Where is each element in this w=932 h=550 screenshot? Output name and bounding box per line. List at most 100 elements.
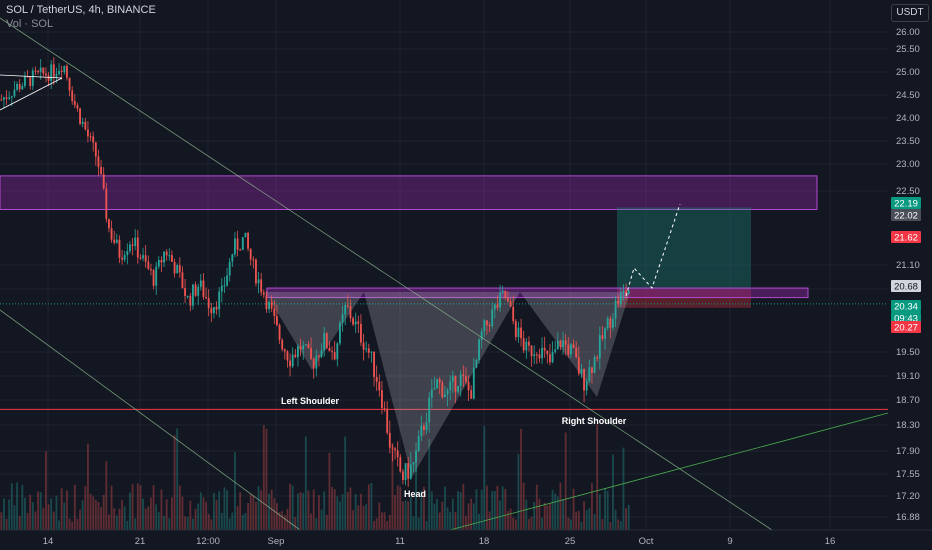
volume-bar [344, 436, 347, 530]
candle-body [546, 350, 549, 355]
candle-body [528, 341, 530, 346]
volume-bar [131, 484, 134, 530]
candle-body [619, 292, 622, 304]
volume-bar [66, 490, 68, 530]
candle-body [585, 381, 588, 391]
volume-bar [454, 512, 457, 530]
candle-body [391, 447, 394, 449]
candle-body [480, 331, 483, 340]
volume-bar [546, 505, 549, 530]
volume-bar [34, 511, 37, 530]
candle-body [352, 318, 354, 325]
candle-body [499, 292, 501, 308]
candle-body [543, 347, 546, 351]
volume-bar [617, 519, 620, 530]
volume-bar [333, 488, 336, 530]
candle-body [100, 167, 102, 175]
volume-bar [289, 483, 291, 530]
volume-bar [580, 521, 583, 530]
volume-bar [491, 491, 494, 530]
currency-button[interactable]: USDT [891, 4, 929, 22]
candle-body [276, 316, 278, 326]
candle-body [176, 265, 179, 274]
candle-body [472, 367, 475, 399]
volume-bar [564, 432, 567, 530]
volume-bar [525, 499, 528, 530]
price-tick-label: 21.10 [896, 260, 920, 271]
volume-bar [21, 484, 24, 530]
candle-body [622, 290, 625, 293]
candle-body [134, 237, 137, 246]
candle-body [281, 339, 284, 350]
candle-body [627, 290, 630, 295]
volume-legend[interactable]: Vol · SOL [6, 18, 53, 30]
price-tick-label: 19.10 [896, 371, 920, 382]
volume-bar [144, 508, 147, 530]
candle-body [181, 272, 184, 289]
candle-body [165, 251, 168, 256]
candle-body [231, 254, 234, 262]
volume-bar [47, 504, 50, 530]
candle-body [239, 249, 242, 251]
volume-bar [110, 485, 113, 530]
volume-bar [29, 494, 32, 530]
candle-body [475, 360, 478, 368]
time-axis[interactable]: 14 21 12:00 Sep 11 18 25 Oct 9 16 [0, 529, 932, 550]
candle-body [304, 344, 307, 346]
volume-bar [430, 491, 433, 530]
candle-body [559, 340, 562, 348]
left-shoulder-label: Left Shoulder [281, 396, 339, 406]
volume-bar [228, 518, 231, 530]
right-shoulder-label: Right Shoulder [562, 416, 627, 426]
volume-bar [157, 512, 160, 530]
candle-body [514, 321, 517, 338]
volume-bar [76, 518, 79, 530]
volume-bar [457, 491, 459, 530]
candle-body [577, 357, 580, 374]
zones-layer [0, 175, 888, 410]
candle-body [197, 286, 200, 296]
candle-body [60, 70, 63, 72]
candle-body [339, 322, 341, 344]
candle-body [333, 352, 336, 360]
candle-body [591, 367, 593, 373]
price-marker-label: 20.27 [894, 323, 918, 334]
volume-bar [318, 495, 320, 530]
candle-body [451, 375, 454, 382]
price-tick-label: 23.50 [896, 136, 920, 147]
volume-bar [63, 502, 66, 530]
candle-body [433, 388, 436, 390]
volume-bar [92, 496, 95, 530]
price-tick-label: 23.00 [896, 159, 920, 170]
candle-body [150, 268, 152, 271]
volume-bar [126, 520, 129, 530]
volume-bar [18, 515, 21, 530]
candle-body [402, 471, 404, 481]
symbol-title[interactable]: SOL / TetherUS, 4h, BINANCE [6, 4, 156, 16]
candle-body [297, 346, 299, 358]
volume-bar [220, 512, 223, 530]
volume-bar [194, 508, 197, 530]
candle-body [283, 349, 286, 352]
candle-body [496, 304, 499, 308]
volume-bar [593, 513, 596, 530]
price-axis[interactable]: 26.00 25.50 25.00 24.50 24.00 23.50 23.00 22.50… [888, 0, 932, 530]
volume-bar [357, 505, 360, 530]
symbol-text: SOL / TetherUS, 4h, BINANCE [6, 4, 156, 16]
volume-bar [323, 491, 326, 530]
volume-bar [349, 487, 352, 530]
volume-bar [210, 519, 213, 530]
candle-body [509, 301, 512, 307]
volume-bar [567, 517, 570, 530]
candle-body [171, 255, 173, 262]
pattern-triangle [520, 291, 630, 397]
candle-body [47, 75, 50, 81]
candle-body [593, 357, 596, 373]
candle-body [257, 279, 260, 284]
volume-bar [420, 490, 423, 530]
candle-body [349, 306, 352, 319]
volume-bar [3, 498, 5, 530]
price-tick-label: 17.90 [896, 446, 920, 457]
candle-body [310, 348, 312, 359]
